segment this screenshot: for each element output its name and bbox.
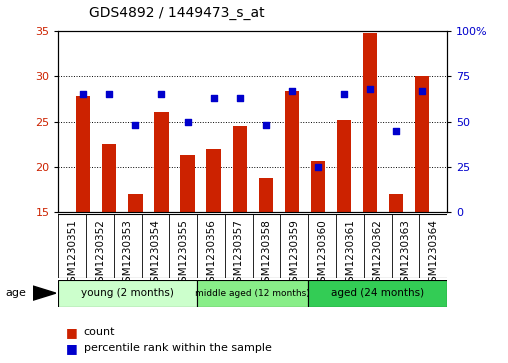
Point <box>262 122 270 128</box>
Point <box>132 122 140 128</box>
Text: GSM1230364: GSM1230364 <box>428 219 438 289</box>
Text: young (2 months): young (2 months) <box>81 288 174 298</box>
Point <box>366 86 374 92</box>
Point <box>236 95 244 101</box>
Text: GSM1230359: GSM1230359 <box>290 219 299 289</box>
Text: GSM1230356: GSM1230356 <box>206 219 216 289</box>
Point <box>288 88 296 94</box>
Bar <box>180 155 195 212</box>
Text: aged (24 months): aged (24 months) <box>331 288 424 298</box>
Point <box>392 128 400 134</box>
Point <box>314 164 322 170</box>
Bar <box>102 144 116 212</box>
Bar <box>128 194 143 212</box>
Bar <box>389 194 403 212</box>
Text: ■: ■ <box>66 326 78 339</box>
Text: percentile rank within the sample: percentile rank within the sample <box>84 343 272 354</box>
Text: GSM1230353: GSM1230353 <box>123 219 133 289</box>
Text: ■: ■ <box>66 342 78 355</box>
Text: GSM1230354: GSM1230354 <box>150 219 161 289</box>
Bar <box>284 91 299 212</box>
Bar <box>197 280 308 307</box>
Point <box>157 91 166 97</box>
Bar <box>233 126 247 212</box>
Text: GSM1230351: GSM1230351 <box>67 219 77 289</box>
Bar <box>311 160 325 212</box>
Point <box>418 88 426 94</box>
Text: GSM1230355: GSM1230355 <box>178 219 188 289</box>
Point <box>340 91 348 97</box>
Bar <box>259 178 273 212</box>
Text: GSM1230362: GSM1230362 <box>373 219 383 289</box>
Point <box>210 95 218 101</box>
Bar <box>337 120 351 212</box>
Text: age: age <box>5 288 26 298</box>
Bar <box>154 111 169 212</box>
Bar <box>206 149 221 212</box>
Point <box>105 91 113 97</box>
Text: count: count <box>84 327 115 337</box>
Bar <box>415 76 429 212</box>
Text: middle aged (12 months): middle aged (12 months) <box>196 289 310 298</box>
Bar <box>363 33 377 212</box>
Text: GDS4892 / 1449473_s_at: GDS4892 / 1449473_s_at <box>89 6 265 20</box>
Text: GSM1230361: GSM1230361 <box>345 219 355 289</box>
Text: GSM1230357: GSM1230357 <box>234 219 244 289</box>
Text: GSM1230360: GSM1230360 <box>317 219 327 289</box>
Point <box>79 91 87 97</box>
Text: GSM1230352: GSM1230352 <box>95 219 105 289</box>
Bar <box>308 280 447 307</box>
Point <box>183 119 192 125</box>
Text: GSM1230363: GSM1230363 <box>400 219 410 289</box>
Text: GSM1230358: GSM1230358 <box>262 219 272 289</box>
Bar <box>76 96 90 212</box>
Bar <box>58 280 197 307</box>
Polygon shape <box>33 286 56 300</box>
